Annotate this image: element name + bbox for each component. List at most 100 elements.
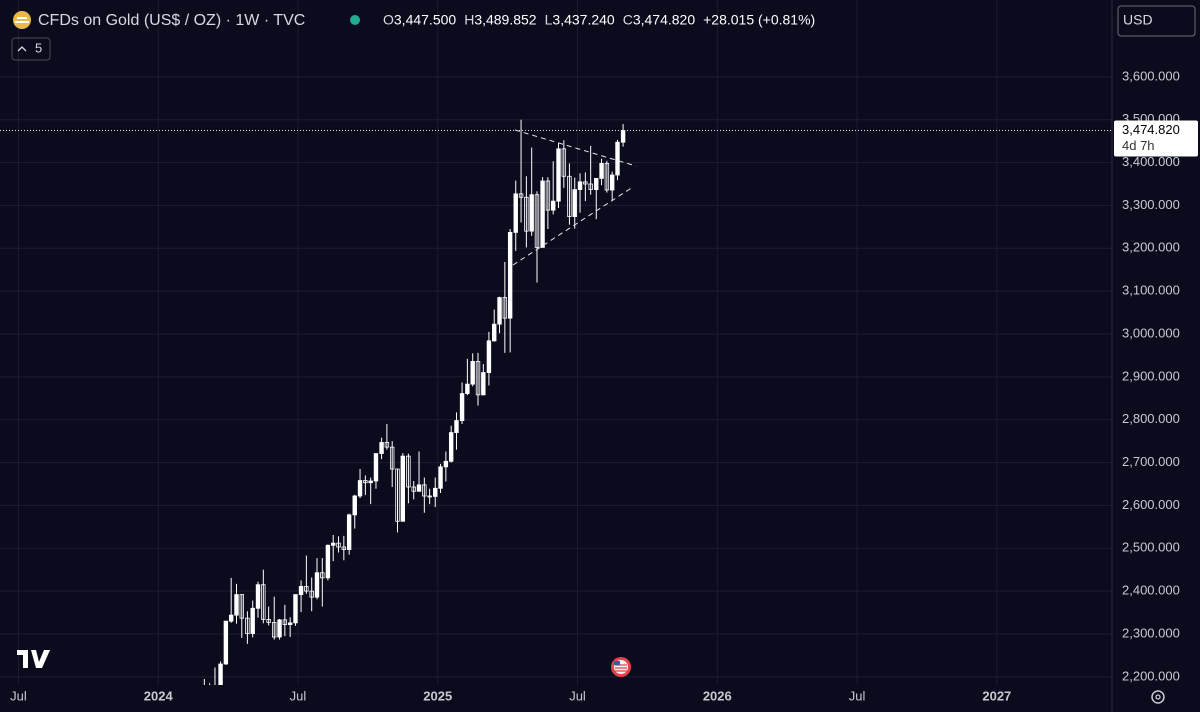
grid — [0, 0, 1112, 685]
candle-body — [427, 495, 432, 498]
candle-body — [298, 586, 304, 595]
candle-body — [507, 232, 513, 319]
candle-body — [320, 572, 325, 579]
indicators-toggle[interactable] — [11, 37, 51, 61]
y-tick-label: 2,300.000 — [1122, 625, 1180, 640]
legend-value: 3,437.240 — [552, 12, 614, 28]
candle-body — [384, 442, 390, 448]
settings-icon[interactable] — [1151, 690, 1165, 704]
y-tick-label: 2,500.000 — [1122, 540, 1180, 555]
candle-body — [341, 546, 347, 550]
candle-body — [287, 622, 293, 625]
price-tag — [1114, 120, 1198, 157]
currency-label[interactable]: USD — [1123, 12, 1153, 28]
x-tick-label: 2026 — [703, 688, 732, 703]
y-tick-label: 2,600.000 — [1122, 497, 1180, 512]
candle-body — [255, 584, 261, 609]
candle-body — [454, 420, 459, 433]
candle-body — [465, 383, 470, 394]
x-tick-label: Jul — [10, 688, 27, 703]
candle-body — [567, 175, 572, 217]
lower-trendline — [512, 186, 634, 266]
candle-body — [615, 141, 620, 176]
y-tick-label: 2,200.000 — [1122, 668, 1180, 683]
candle-body — [492, 323, 497, 342]
event-marker-canton — [614, 661, 620, 665]
candle-body — [379, 442, 384, 454]
candle-body — [422, 484, 427, 497]
legend-value: 3,489.852 — [474, 12, 536, 28]
candle-body — [524, 196, 529, 232]
trendlines — [512, 129, 637, 266]
y-tick-label: 3,300.000 — [1122, 197, 1180, 212]
candle-body — [534, 194, 540, 248]
candle-body — [438, 466, 443, 489]
y-tick-label: 3,200.000 — [1122, 240, 1180, 255]
y-tick-label: 2,800.000 — [1122, 411, 1180, 426]
candle-body — [239, 594, 244, 619]
candle-body — [234, 594, 239, 616]
candle-body — [545, 180, 551, 211]
legend-key: L — [545, 12, 553, 28]
candle-body — [599, 163, 604, 179]
candle-body — [218, 663, 223, 685]
candle-body — [502, 297, 508, 319]
candle-body — [228, 614, 234, 622]
legend-change: +28.015 (+0.81%) — [703, 12, 815, 28]
candle-body — [272, 622, 277, 638]
candle-body — [250, 607, 255, 634]
overlay: 2,200.000 2,300.000 2,400.000 2,500.000 2,60… — [0, 68, 1198, 703]
x-tick-label: Jul — [290, 688, 307, 703]
candle-body — [389, 446, 395, 470]
candle-body — [513, 193, 518, 233]
candle-body — [416, 484, 422, 492]
symbol-logo — [13, 11, 31, 29]
legend-value: 3,474.820 — [633, 12, 695, 28]
y-tick-label: 2,700.000 — [1122, 454, 1180, 469]
y-tick-label: 3,000.000 — [1122, 325, 1180, 340]
indicators-count[interactable]: 5 — [35, 40, 42, 55]
candle-body — [572, 189, 577, 217]
legend-key: C — [623, 12, 633, 28]
candle-body — [406, 455, 411, 488]
candle-body — [309, 590, 314, 598]
candle-body — [486, 340, 492, 373]
candle-body — [357, 480, 363, 497]
candle-body — [540, 180, 545, 248]
x-tick-label: 2025 — [423, 688, 452, 703]
candle-body — [223, 620, 229, 665]
candle-body — [314, 572, 320, 598]
candle-body — [551, 200, 556, 211]
legend-key: O — [383, 12, 394, 28]
legend-key: H — [464, 12, 474, 28]
candle-body — [277, 619, 282, 638]
candle-body — [293, 594, 298, 624]
candle-body — [470, 361, 475, 385]
candle-body — [325, 544, 331, 579]
chevron — [17, 46, 27, 52]
x-tick-label: Jul — [569, 688, 586, 703]
candle-body — [609, 174, 615, 191]
candle-body — [304, 586, 309, 592]
candle-body — [556, 148, 561, 202]
candle-body — [395, 468, 400, 522]
candle-body — [604, 163, 610, 191]
candle-body — [368, 480, 373, 484]
candle-body — [411, 486, 416, 492]
legend-value: 3,447.500 — [394, 12, 456, 28]
currency-button[interactable] — [1117, 5, 1196, 37]
candle-body — [497, 297, 502, 325]
candle-body — [620, 130, 626, 143]
market-status — [350, 15, 360, 25]
candle-body — [266, 619, 271, 623]
candle-body — [352, 495, 357, 516]
candle-body — [561, 148, 567, 177]
candle-body — [282, 619, 288, 625]
price-tag-label: 3,474.820 — [1122, 122, 1180, 137]
tv-logo[interactable] — [17, 650, 50, 668]
candle-body — [583, 181, 588, 185]
candle-body — [373, 453, 379, 482]
